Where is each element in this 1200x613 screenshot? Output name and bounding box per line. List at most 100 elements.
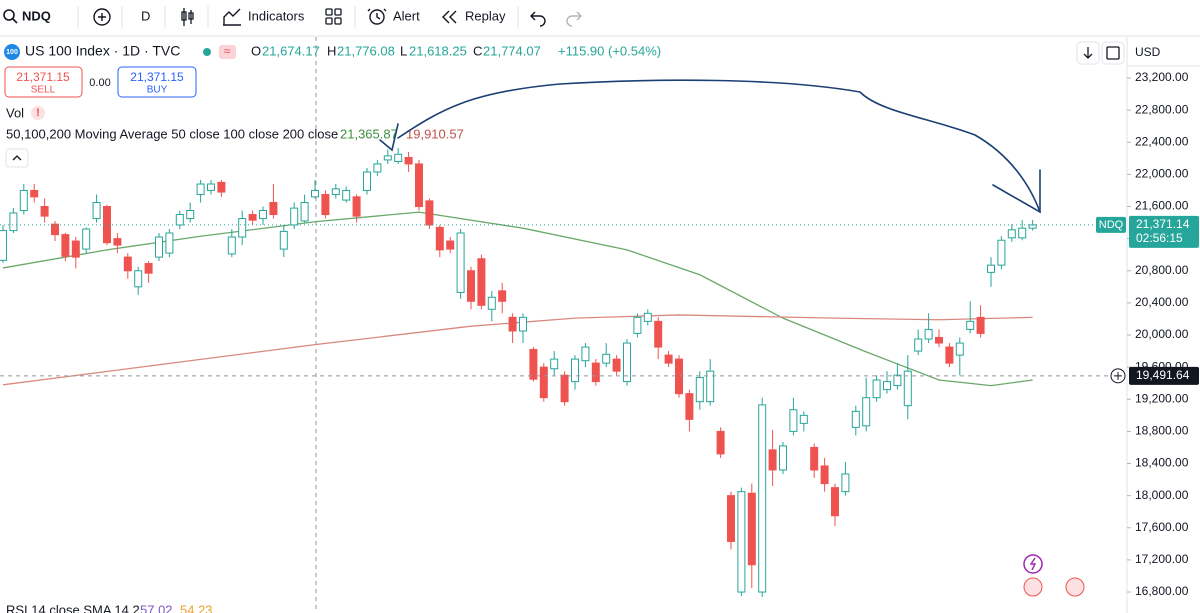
candle-body bbox=[602, 353, 611, 364]
currency[interactable]: USD bbox=[1135, 45, 1161, 59]
plus-icon bbox=[93, 8, 111, 26]
arrowhead-end bbox=[992, 169, 1041, 214]
close-label: C bbox=[473, 43, 482, 58]
candle-body bbox=[487, 296, 496, 310]
rsi-value: 57.02 bbox=[140, 602, 173, 613]
maximize-icon bbox=[1106, 46, 1120, 60]
candle-body bbox=[477, 258, 486, 306]
low-value: 21,618.25 bbox=[409, 43, 467, 58]
candle-body bbox=[966, 320, 975, 330]
candle-body bbox=[768, 449, 777, 471]
redo-button[interactable] bbox=[566, 11, 582, 27]
plot-area bbox=[0, 37, 1127, 613]
candle-body bbox=[643, 312, 652, 322]
chart-type-button[interactable] bbox=[181, 8, 194, 26]
last-price-tag bbox=[1129, 215, 1199, 248]
indicators-button[interactable]: Indicators bbox=[223, 8, 305, 26]
candle-body bbox=[269, 201, 278, 216]
warning-icon[interactable] bbox=[31, 106, 45, 120]
candle-body bbox=[841, 473, 850, 493]
crosshair-tag bbox=[1129, 366, 1199, 385]
arrowhead-start bbox=[379, 123, 399, 152]
lightning bbox=[1029, 557, 1037, 571]
flag-icon[interactable] bbox=[1065, 577, 1085, 597]
grid-icon bbox=[334, 8, 342, 16]
y-tick-label: 20,800.00 bbox=[1135, 263, 1189, 277]
rsi-label: RSI 14 close SMA 14 2 bbox=[6, 602, 140, 613]
high-value: 21,776.08 bbox=[337, 43, 395, 58]
candle-body bbox=[550, 358, 559, 370]
undo-button[interactable] bbox=[530, 11, 546, 27]
candle-body bbox=[591, 362, 600, 383]
layouts-button[interactable] bbox=[325, 8, 342, 25]
candle-body bbox=[300, 201, 309, 222]
candle-body bbox=[363, 171, 371, 191]
ma50-value: 21,365.87 bbox=[340, 126, 398, 141]
candle-body bbox=[955, 342, 964, 356]
candle-body bbox=[0, 230, 7, 261]
search-icon bbox=[12, 18, 18, 24]
chart-icons bbox=[1023, 554, 1085, 597]
candle-body bbox=[383, 155, 392, 161]
collapse-button[interactable] bbox=[5, 148, 29, 168]
alert-label: Alert bbox=[393, 8, 420, 23]
candle-body bbox=[227, 236, 236, 255]
candle-body bbox=[186, 210, 195, 220]
candle-body bbox=[217, 181, 226, 193]
y-tick-label: 20,400.00 bbox=[1135, 295, 1189, 309]
candle-body bbox=[248, 214, 257, 221]
candle-body bbox=[394, 153, 403, 163]
candle-body bbox=[935, 336, 943, 344]
candle-body bbox=[467, 270, 475, 302]
candle-body bbox=[571, 358, 579, 383]
candle-body bbox=[82, 228, 91, 250]
replay-button[interactable]: Replay bbox=[442, 8, 506, 24]
candle-body bbox=[976, 316, 985, 334]
alert-button[interactable]: Alert bbox=[367, 8, 420, 25]
arrow-icon bbox=[1083, 47, 1093, 59]
rsi-sma-value: 54.23 bbox=[180, 602, 213, 613]
candle-body bbox=[633, 316, 642, 334]
candle-body bbox=[238, 218, 247, 238]
symbol-search[interactable]: NDQ bbox=[3, 8, 51, 24]
data-status-icon: ≈ bbox=[224, 44, 231, 58]
flag-icon[interactable] bbox=[1023, 577, 1043, 597]
buy-button[interactable] bbox=[117, 66, 197, 98]
replay-icon bbox=[442, 10, 457, 24]
sell-button[interactable] bbox=[4, 66, 83, 98]
y-tick-label: 17,600.00 bbox=[1135, 520, 1189, 534]
candle-body bbox=[737, 491, 746, 593]
market-status bbox=[203, 48, 211, 56]
compare-button[interactable] bbox=[93, 8, 111, 26]
candle-body bbox=[539, 366, 548, 399]
y-tick-label: 23,200.00 bbox=[1135, 70, 1189, 84]
alert-icon bbox=[369, 9, 385, 25]
candle-body bbox=[196, 183, 205, 195]
sell-price: 21,371.15 bbox=[16, 70, 70, 84]
countdown-label: 02:56:15 bbox=[1136, 231, 1183, 245]
candle-body bbox=[290, 207, 299, 226]
candle-body bbox=[623, 342, 631, 383]
candle-body bbox=[259, 210, 267, 220]
grid-icon bbox=[325, 8, 333, 16]
interval[interactable]: D bbox=[141, 8, 150, 23]
candle-body bbox=[747, 492, 756, 566]
candle-body bbox=[862, 397, 871, 427]
candle-body bbox=[144, 263, 153, 274]
candle-body bbox=[404, 157, 413, 165]
volume-label: Vol bbox=[6, 105, 24, 120]
candle-body bbox=[134, 270, 143, 288]
close-value: 21,774.07 bbox=[483, 43, 541, 58]
candle-body bbox=[435, 226, 444, 251]
chevron-icon bbox=[12, 155, 22, 161]
maximize-button[interactable] bbox=[1101, 41, 1125, 65]
buy-label: BUY bbox=[147, 85, 168, 96]
open-label: O bbox=[251, 43, 261, 58]
candle-body bbox=[155, 236, 163, 258]
candle-body bbox=[695, 377, 704, 403]
candle-body bbox=[175, 214, 184, 226]
candle-body bbox=[331, 188, 340, 195]
crosshair-label: 19,491.64 bbox=[1136, 368, 1190, 382]
replay-label: Replay bbox=[465, 8, 506, 23]
